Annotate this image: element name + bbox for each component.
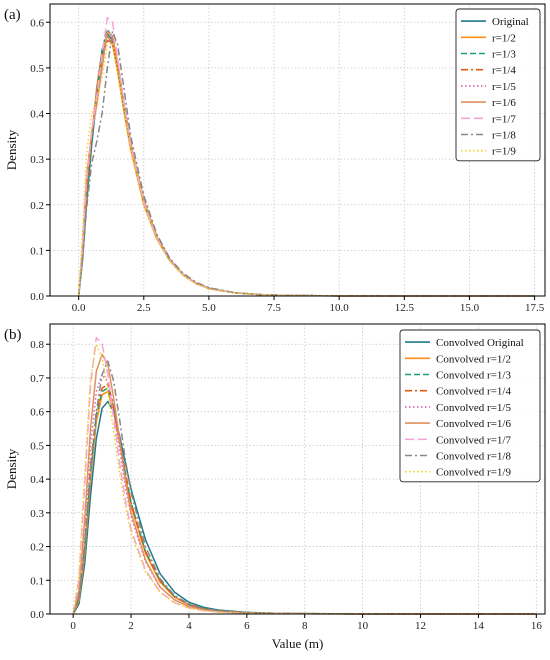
x-tick-label: 14 <box>473 620 485 632</box>
x-tick-label: 12 <box>415 620 426 632</box>
panel-b: 0 2 4 6 8 10 12 14 16 0.0 0.1 0.2 0.3 0.4 0.5 0.6 0.7 0.8… <box>4 323 546 651</box>
legend: Original r=1/2 r=1/3 r=1/4 r=1/5 r=1/6 r=1/7 r=… <box>455 8 541 162</box>
y-tick-label: 0.6 <box>30 17 44 29</box>
y-axis-label: Density <box>4 448 19 489</box>
x-tick-label: 7.5 <box>267 302 281 314</box>
legend-label: r=1/6 <box>492 97 516 109</box>
y-tick-label: 0.5 <box>30 63 44 75</box>
x-tick-label: 10 <box>357 620 369 632</box>
y-tick-label: 0.7 <box>30 373 44 385</box>
x-tick-label: 12.5 <box>395 302 415 314</box>
x-tick-label: 8 <box>302 620 308 632</box>
legend-label: r=1/4 <box>492 65 516 77</box>
x-tick-label: 0 <box>70 620 76 632</box>
y-tick-label: 0.0 <box>30 609 44 621</box>
legend-label: Convolved r=1/2 <box>436 353 511 365</box>
legend-box <box>399 329 541 483</box>
legend-label: Convolved r=1/9 <box>436 467 511 479</box>
x-tick-label: 6 <box>244 620 250 632</box>
legend-label: Original <box>492 16 529 28</box>
series-line <box>77 30 535 297</box>
legend-label: Convolved r=1/7 <box>436 434 511 446</box>
y-tick-label: 0.1 <box>30 575 44 587</box>
legend-label: r=1/5 <box>492 81 516 93</box>
y-tick-label: 0.2 <box>30 200 44 212</box>
legend-label: Convolved r=1/3 <box>436 370 511 382</box>
legend-label: r=1/7 <box>492 113 516 125</box>
y-axis-label: Density <box>4 129 19 170</box>
legend: Convolved Original Convolved r=1/2 Convolv… <box>399 329 541 483</box>
panel-label: (b) <box>4 327 22 343</box>
legend-label: Convolved r=1/5 <box>436 402 511 414</box>
x-tick-label: 16 <box>531 620 543 632</box>
legend-box <box>455 8 541 162</box>
legend-label: Convolved r=1/6 <box>436 418 511 430</box>
legend-label: Convolved Original <box>436 337 524 349</box>
y-tick-label: 0.3 <box>30 508 44 520</box>
x-tick-label: 17.5 <box>525 302 545 314</box>
x-tick-label: 5.0 <box>202 302 216 314</box>
x-tick-label: 0.0 <box>72 302 86 314</box>
x-tick-label: 10.0 <box>330 302 350 314</box>
y-tick-label: 0.4 <box>30 109 44 121</box>
legend-label: r=1/9 <box>492 146 516 158</box>
y-tick-label: 0.4 <box>30 474 44 486</box>
legend-label: r=1/2 <box>492 32 516 44</box>
x-tick-label: 2 <box>128 620 134 632</box>
legend-label: r=1/3 <box>492 49 516 61</box>
y-tick-label: 0.6 <box>30 407 44 419</box>
y-tick-label: 0.2 <box>30 542 44 554</box>
x-tick-label: 2.5 <box>137 302 151 314</box>
x-tick-label: 4 <box>186 620 192 632</box>
x-axis-label: Value (m) <box>272 636 324 651</box>
legend-label: r=1/8 <box>492 130 516 142</box>
y-tick-label: 0.8 <box>30 339 44 351</box>
y-tick-label: 0.0 <box>30 291 44 303</box>
panel-a: 0.0 2.5 5.0 7.5 10.0 12.5 15.0 17.5 0.0 0.1 0.2 0.3… <box>4 3 546 314</box>
axes-frame <box>49 323 546 615</box>
legend-label: Convolved r=1/4 <box>436 386 511 398</box>
legend-label: Convolved r=1/8 <box>436 451 511 463</box>
x-tick-label: 15.0 <box>460 302 480 314</box>
axes-frame <box>49 3 546 297</box>
y-tick-label: 0.1 <box>30 245 44 257</box>
y-tick-label: 0.3 <box>30 154 44 166</box>
y-tick-label: 0.5 <box>30 440 44 452</box>
panel-label: (a) <box>4 7 21 23</box>
